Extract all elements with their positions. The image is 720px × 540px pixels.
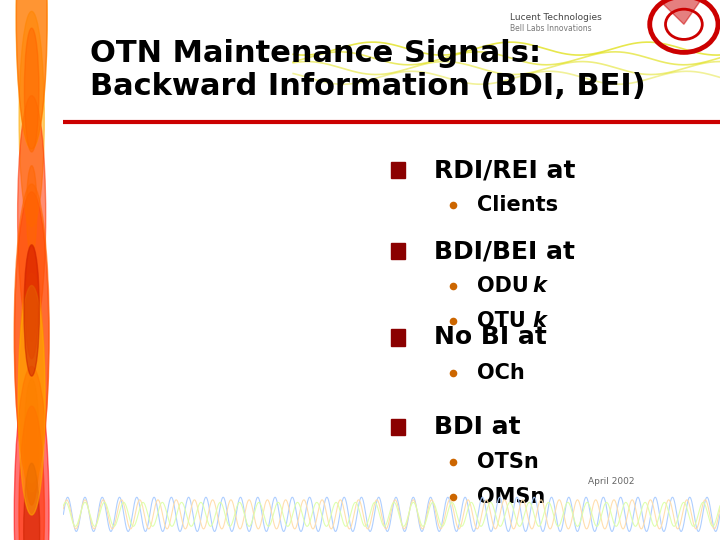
Text: Clients: Clients (477, 195, 558, 215)
Circle shape (19, 406, 45, 540)
Text: OTN Maintenance Signals:: OTN Maintenance Signals: (89, 39, 541, 69)
Circle shape (19, 11, 45, 227)
Circle shape (27, 252, 37, 341)
Circle shape (14, 367, 49, 540)
FancyBboxPatch shape (391, 329, 405, 346)
Circle shape (19, 273, 45, 492)
FancyBboxPatch shape (391, 162, 405, 178)
Text: Bell Labs Innovations: Bell Labs Innovations (510, 24, 592, 33)
Text: OMSn: OMSn (477, 487, 545, 507)
Circle shape (17, 0, 47, 149)
Circle shape (24, 463, 40, 540)
Text: k: k (532, 276, 546, 296)
Circle shape (24, 245, 40, 376)
Text: OCh: OCh (477, 362, 525, 383)
Text: BDI/BEI at: BDI/BEI at (434, 239, 575, 263)
Wedge shape (662, 0, 701, 24)
Text: Backward Information (BDI, BEI): Backward Information (BDI, BEI) (89, 72, 645, 101)
Text: OTU: OTU (477, 311, 526, 332)
Text: No BI at: No BI at (434, 326, 547, 349)
Text: April 2002: April 2002 (588, 477, 635, 486)
Circle shape (17, 96, 46, 335)
Circle shape (24, 28, 39, 152)
Circle shape (14, 192, 49, 484)
Circle shape (25, 246, 38, 359)
FancyBboxPatch shape (391, 243, 405, 259)
Circle shape (14, 184, 49, 483)
FancyBboxPatch shape (391, 418, 405, 435)
Text: Lucent Technologies: Lucent Technologies (510, 14, 602, 23)
Text: ODU: ODU (477, 276, 528, 296)
Circle shape (18, 286, 45, 515)
Text: OTSn: OTSn (477, 451, 539, 472)
Circle shape (26, 406, 37, 505)
Circle shape (16, 0, 48, 150)
Circle shape (24, 379, 39, 505)
Text: k: k (532, 311, 546, 332)
Text: BDI at: BDI at (434, 415, 521, 438)
Text: RDI/REI at: RDI/REI at (434, 158, 576, 182)
Circle shape (27, 166, 37, 254)
